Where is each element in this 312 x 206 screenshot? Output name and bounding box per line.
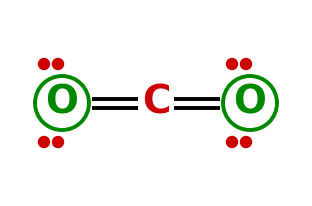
Circle shape xyxy=(241,137,251,147)
Circle shape xyxy=(227,59,237,69)
Circle shape xyxy=(227,137,237,147)
Circle shape xyxy=(38,137,50,147)
Circle shape xyxy=(52,59,64,69)
Circle shape xyxy=(223,76,277,130)
Text: C: C xyxy=(142,84,170,122)
Text: O: O xyxy=(46,84,79,122)
Circle shape xyxy=(38,59,50,69)
Circle shape xyxy=(52,137,64,147)
Text: O: O xyxy=(233,84,266,122)
Circle shape xyxy=(35,76,89,130)
Circle shape xyxy=(241,59,251,69)
